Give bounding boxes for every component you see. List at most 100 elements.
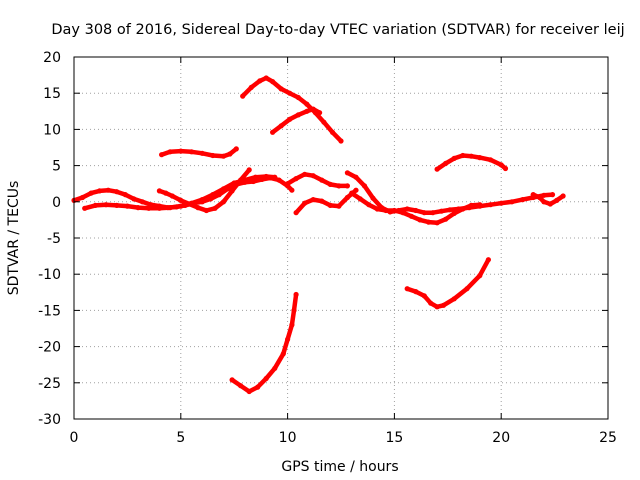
data-point [220, 199, 227, 205]
data-point [468, 202, 474, 208]
x-tick-label: 20 [492, 430, 510, 446]
data-point [487, 202, 494, 208]
data-point [310, 197, 316, 203]
data-point [438, 208, 444, 214]
data-point [270, 79, 276, 85]
data-point [79, 194, 86, 201]
data-point [498, 200, 504, 206]
data-point [156, 205, 162, 211]
data-point [285, 181, 291, 187]
data-point [400, 210, 406, 216]
data-point [293, 210, 299, 216]
data-point [233, 146, 239, 152]
data-point [287, 116, 293, 122]
data-point [131, 196, 137, 202]
data-point [541, 199, 547, 205]
data-point [156, 188, 162, 194]
y-tick-label: 15 [43, 86, 61, 102]
data-point [263, 173, 269, 180]
data-point [167, 205, 173, 211]
data-point [336, 183, 342, 189]
data-point [408, 213, 415, 219]
data-point [317, 110, 323, 116]
y-tick-label: -10 [38, 267, 61, 283]
data-point [361, 183, 368, 189]
data-point [291, 307, 297, 313]
data-point [178, 197, 184, 203]
y-tick-label: 10 [43, 122, 61, 138]
data-point [257, 78, 263, 84]
data-point [253, 174, 259, 180]
data-point [434, 166, 440, 172]
x-axis-label: GPS time / hours [281, 459, 398, 475]
data-point [195, 205, 201, 211]
data-point [178, 203, 184, 209]
data-point [451, 296, 457, 302]
data-point [255, 384, 261, 390]
data-point [293, 291, 299, 298]
series-line-arc-11 [404, 257, 491, 310]
data-point [310, 173, 316, 179]
series-line-arc-3 [157, 167, 252, 213]
ticks [73, 56, 609, 420]
data-point [186, 201, 192, 207]
data-point [103, 202, 109, 208]
x-tick-label: 5 [176, 430, 185, 446]
data-point [139, 199, 145, 205]
data-point [336, 203, 342, 209]
data-point [443, 216, 449, 222]
data-point [278, 86, 284, 92]
data-point [530, 192, 536, 198]
data-point [440, 302, 447, 308]
data-point [238, 383, 244, 389]
y-tick-label: -25 [38, 376, 61, 392]
data-point [464, 286, 470, 292]
series-line-arc-13 [229, 292, 299, 394]
data-point [114, 202, 120, 208]
data-point [246, 388, 252, 395]
y-tick-label: -5 [47, 231, 61, 247]
data-point [366, 202, 372, 208]
data-point [295, 112, 301, 118]
y-tick-label: 5 [52, 159, 61, 175]
data-point [413, 207, 419, 214]
data-point [468, 153, 474, 159]
data-point [178, 148, 184, 154]
data-point [374, 206, 380, 212]
data-point [240, 93, 246, 99]
data-point [502, 165, 509, 172]
data-point [391, 207, 397, 214]
data-point [220, 186, 227, 192]
data-point [487, 157, 494, 163]
grid [74, 57, 608, 419]
data-point [349, 190, 355, 196]
data-point [319, 198, 325, 204]
data-point [210, 152, 216, 159]
y-tick-label: 0 [52, 195, 61, 211]
data-point [357, 196, 363, 202]
data-point [520, 197, 526, 203]
data-point [344, 183, 350, 189]
tick-labels: 0 5 10 15 20 25 -30 -25 -20 -15 -10 -5 0 5 10 15 20 [38, 50, 617, 446]
data-point [278, 123, 284, 129]
series-layer [71, 75, 566, 395]
data-point [353, 187, 359, 193]
data-point [353, 174, 359, 180]
data-point [477, 155, 483, 161]
data-point [560, 193, 566, 199]
data-point [238, 177, 244, 183]
data-point [169, 193, 175, 199]
data-point [203, 207, 209, 214]
data-point [509, 199, 515, 205]
data-point [199, 150, 205, 156]
data-point [229, 188, 235, 194]
data-point [229, 377, 235, 383]
data-point [285, 336, 291, 342]
data-point [280, 351, 286, 357]
data-point [199, 197, 205, 203]
data-point [92, 202, 98, 208]
y-tick-label: -15 [38, 303, 61, 319]
data-point [159, 152, 165, 158]
data-point [293, 176, 299, 182]
